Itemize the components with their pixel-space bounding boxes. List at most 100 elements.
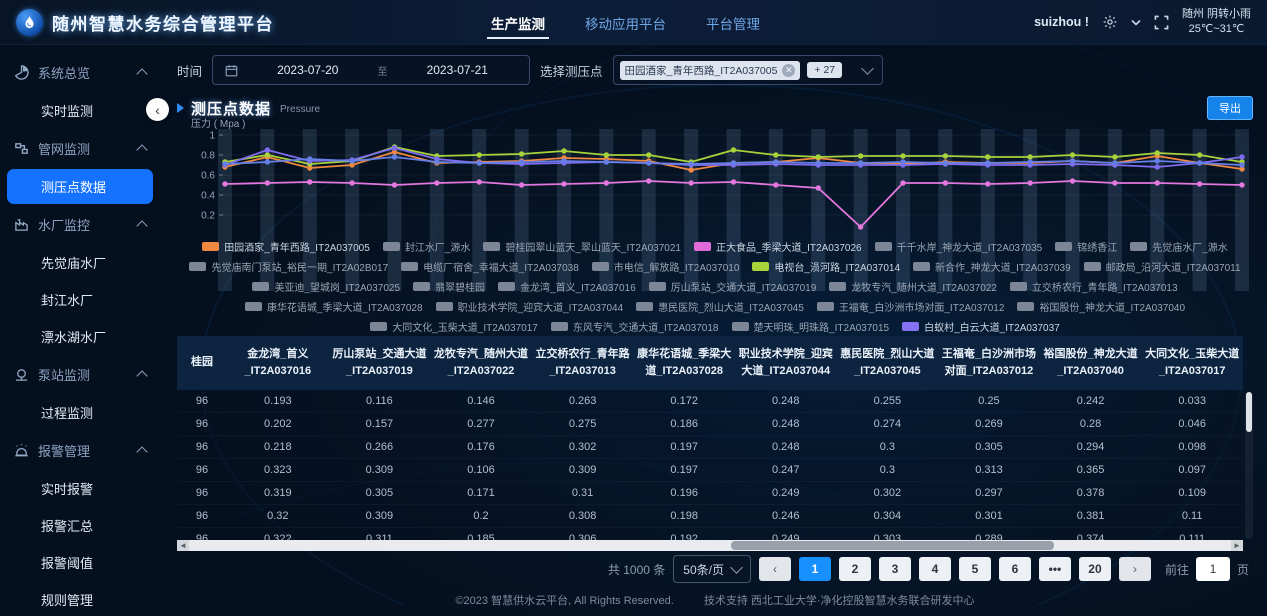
legend-item[interactable]: 田园酒家_青年西路_IT2A037005 (202, 239, 370, 254)
legend-item[interactable]: 裕国股份_神龙大道_IT2A037040 (1017, 299, 1185, 314)
sidebar-collapse-button[interactable]: ‹ (146, 98, 169, 121)
legend-item[interactable]: 锦绣香江 (1055, 239, 1117, 254)
table-cell: 0.309 (531, 458, 634, 482)
legend-item[interactable]: 美亚迪_望城岗_IT2A037025 (252, 279, 400, 294)
legend-item[interactable]: 大同文化_玉柴大道_IT2A037017 (370, 319, 538, 334)
sidebar-group-2[interactable]: 水厂监控 (0, 205, 160, 244)
date-end-value[interactable]: 2023-07-21 (426, 63, 488, 77)
legend-item[interactable]: 东风专汽_交通大道_IT2A037018 (550, 319, 719, 334)
table-cell: 0.171 (430, 481, 532, 505)
sidebar-item-先觉庙水厂[interactable]: 先觉庙水厂 (41, 256, 107, 271)
scroll-right-arrow[interactable]: ► (1231, 540, 1243, 551)
page-button-4[interactable]: 4 (918, 557, 951, 581)
more-points-tag[interactable]: + 27 (807, 62, 843, 78)
legend-item[interactable]: 封江水厂_源水 (382, 239, 471, 254)
page-ellipsis-button[interactable]: ••• (1038, 557, 1071, 581)
table-cell: 0.302 (836, 481, 939, 505)
sidebar-item-实时报警[interactable]: 实时报警 (41, 482, 94, 497)
legend-item[interactable]: 厉山泵站_交通大道_IT2A037019 (648, 279, 816, 294)
date-range-picker[interactable]: 2023-07-20 至 2023-07-21 (212, 55, 531, 85)
prev-page-button[interactable]: ‹ (758, 557, 791, 581)
tag-close-icon[interactable]: ✕ (782, 63, 796, 77)
legend-item[interactable]: 先觉庙南门泵站_裕民一期_IT2A02B017 (189, 259, 388, 274)
legend-item[interactable]: 楚天明珠_明珠路_IT2A037015 (731, 319, 889, 334)
legend-color-chip (874, 242, 892, 251)
legend-item[interactable]: 正大食品_季梁大道_IT2A037026 (694, 239, 862, 254)
horizontal-scrollbar[interactable]: ◄ ► (177, 540, 1243, 551)
scroll-left-arrow[interactable]: ◄ (177, 540, 189, 551)
legend-item[interactable]: 王福奄_白沙洲市场对面_IT2A037012 (816, 299, 1004, 314)
table-cell: 0.248 (734, 412, 837, 436)
legend-label: 美亚迪_望城岗_IT2A037025 (274, 283, 401, 294)
nav-tab-2[interactable]: 平台管理 (706, 17, 760, 32)
goto-page-input[interactable]: 1 (1195, 557, 1230, 581)
date-start-value[interactable]: 2023-07-20 (277, 63, 339, 77)
sidebar-item-封江水厂[interactable]: 封江水厂 (41, 293, 94, 308)
next-page-button[interactable]: › (1118, 557, 1151, 581)
legend-color-chip (913, 262, 931, 271)
legend-item[interactable]: 金龙湾_首义_IT2A037016 (498, 279, 636, 294)
legend-item[interactable]: 立交桥农行_青年路_IT2A037013 (1009, 279, 1178, 294)
table-cell: 0.157 (328, 412, 431, 436)
sidebar-item-过程监测[interactable]: 过程监测 (41, 406, 94, 421)
page-button-2[interactable]: 2 (838, 557, 871, 581)
username-label[interactable]: suizhou ! (1034, 15, 1089, 29)
chevron-down-icon[interactable] (1131, 19, 1141, 26)
legend-color-chip (498, 282, 516, 291)
page-size-select[interactable]: 50条/页 (673, 555, 751, 583)
page-button-1[interactable]: 1 (798, 557, 831, 581)
legend-item[interactable]: 电缆厂宿舍_幸福大道_IT2A037038 (401, 259, 579, 274)
table-cell: 0.304 (836, 504, 939, 528)
table-cell: 0.116 (328, 390, 431, 413)
fullscreen-icon[interactable] (1154, 15, 1169, 30)
legend-color-chip (202, 242, 220, 251)
legend-label: 封江水厂_源水 (404, 243, 471, 254)
sidebar-group-4[interactable]: 报警管理 (0, 431, 160, 470)
gear-icon[interactable] (1102, 14, 1118, 30)
horizontal-scrollbar-thumb[interactable] (730, 541, 1054, 550)
legend-item[interactable]: 先觉庙水厂_源水 (1130, 239, 1228, 254)
filter-bar: 时间 2023-07-20 至 2023-07-21 选择测压点 田园酒家_青年… (177, 55, 1253, 85)
page-button-20[interactable]: 20 (1078, 557, 1111, 581)
sidebar-item-规则管理[interactable]: 规则管理 (41, 593, 94, 608)
export-button[interactable]: 导出 (1207, 96, 1253, 120)
table-row: 96 0.202 0.157 0.277 0.275 0.186 0.248 0.274 0.2… (177, 412, 1243, 436)
date-separator: 至 (377, 66, 388, 78)
table-cell: 0.197 (633, 458, 735, 482)
legend-item[interactable]: 白蚁村_白云大道_IT2A037037 (902, 319, 1060, 334)
legend-item[interactable]: 新合作_神龙大道_IT2A037039 (913, 259, 1071, 274)
table-cell: 0.275 (531, 412, 634, 436)
weather-widget: 随州 阴转小雨 25℃~31℃ (1182, 7, 1251, 37)
page-button-6[interactable]: 6 (998, 557, 1031, 581)
sidebar-group-3[interactable]: 泵站监测 (0, 355, 160, 394)
page-button-5[interactable]: 5 (958, 557, 991, 581)
nav-tab-0[interactable]: 生产监测 (487, 0, 549, 44)
legend-item[interactable]: 翡翠碧桂园 (413, 279, 485, 294)
legend-color-chip (252, 282, 270, 291)
sidebar-group-1[interactable]: 管网监测 (0, 129, 160, 168)
sidebar-group-0[interactable]: 系统总览 (0, 53, 160, 92)
sidebar-group-label: 水厂监控 (38, 218, 91, 233)
legend-item[interactable]: 康华花语城_季梁大道_IT2A037028 (244, 299, 423, 314)
sidebar-item-漂水湖水厂[interactable]: 漂水湖水厂 (41, 330, 107, 345)
sidebar-group-label: 管网监测 (38, 142, 91, 157)
legend-item[interactable]: 碧桂园翠山蓝天_翠山蓝天_IT2A037021 (483, 239, 681, 254)
sidebar-item-报警阈值[interactable]: 报警阈值 (41, 556, 94, 571)
page-button-3[interactable]: 3 (878, 557, 911, 581)
legend-item[interactable]: 市电信_解放路_IT2A037010 (591, 259, 739, 274)
legend-item[interactable]: 职业技术学院_迎宾大道_IT2A037044 (435, 299, 623, 314)
table-cell: 0.098 (1141, 435, 1243, 459)
table-cell: 0.255 (836, 390, 939, 413)
sidebar-item-报警汇总[interactable]: 报警汇总 (41, 519, 94, 534)
sidebar-item-测压点数据[interactable]: 测压点数据 (7, 169, 153, 204)
legend-item[interactable]: 龙牧专汽_随州大道_IT2A037022 (829, 279, 997, 294)
legend-item[interactable]: 邮政局_沿河大道_IT2A037011 (1083, 259, 1241, 274)
legend-item[interactable]: 千千水岸_神龙大道_IT2A037035 (874, 239, 1042, 254)
sidebar-item-实时监测[interactable]: 实时监测 (41, 104, 94, 119)
vertical-scrollbar[interactable] (1245, 392, 1253, 539)
legend-item[interactable]: 电视台_涢河路_IT2A037014 (752, 259, 900, 274)
pressure-point-select[interactable]: 田园酒家_青年西路_IT2A037005 ✕ + 27 (612, 55, 884, 85)
legend-item[interactable]: 惠民医院_烈山大道_IT2A037045 (636, 299, 804, 314)
nav-tab-1[interactable]: 移动应用平台 (585, 17, 666, 32)
vertical-scrollbar-thumb[interactable] (1246, 392, 1252, 432)
